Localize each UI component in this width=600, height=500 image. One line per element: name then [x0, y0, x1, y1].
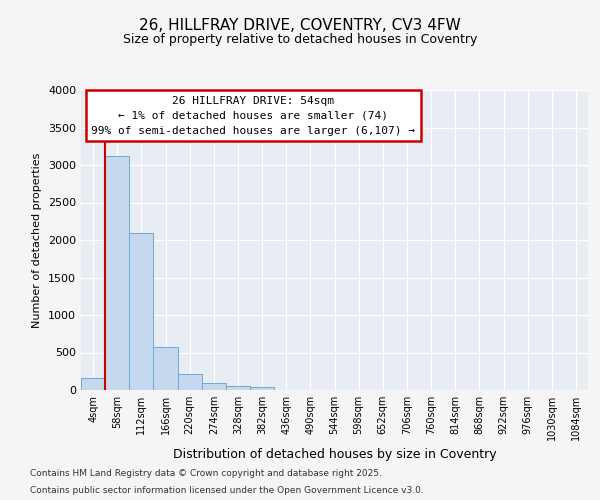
Bar: [154, 346, 178, 390]
Bar: [178, 374, 202, 390]
Bar: [202, 383, 226, 390]
Bar: [81, 378, 105, 390]
Bar: [129, 233, 154, 390]
Bar: [226, 386, 250, 390]
Text: 26 HILLFRAY DRIVE: 54sqm
← 1% of detached houses are smaller (74)
99% of semi-de: 26 HILLFRAY DRIVE: 54sqm ← 1% of detache…: [91, 96, 415, 136]
Text: 26, HILLFRAY DRIVE, COVENTRY, CV3 4FW: 26, HILLFRAY DRIVE, COVENTRY, CV3 4FW: [139, 18, 461, 32]
X-axis label: Distribution of detached houses by size in Coventry: Distribution of detached houses by size …: [173, 448, 496, 462]
Text: Contains public sector information licensed under the Open Government Licence v3: Contains public sector information licen…: [30, 486, 424, 495]
Bar: [250, 386, 274, 390]
Text: Contains HM Land Registry data © Crown copyright and database right 2025.: Contains HM Land Registry data © Crown c…: [30, 468, 382, 477]
Text: Size of property relative to detached houses in Coventry: Size of property relative to detached ho…: [123, 32, 477, 46]
Bar: [105, 156, 129, 390]
Y-axis label: Number of detached properties: Number of detached properties: [32, 152, 43, 328]
